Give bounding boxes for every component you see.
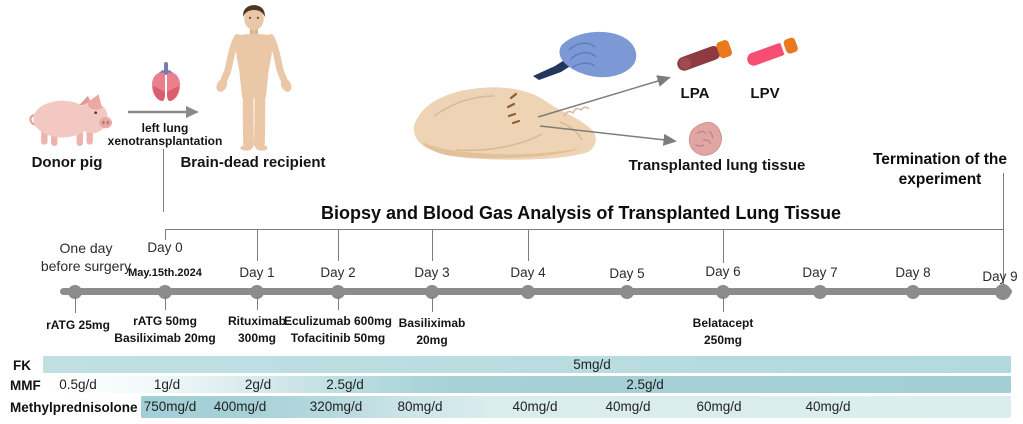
event-day2: Eculizumab 600mg Tofacitinib 50mg — [283, 314, 393, 345]
methylprednisolone-dose-bar — [141, 396, 1011, 418]
timeline-dot-preop — [68, 285, 82, 299]
preop-label-line1: One day — [59, 240, 113, 256]
incision-marks — [506, 92, 521, 125]
day-3-label: Day 3 — [414, 265, 450, 280]
event-stub-preop — [75, 296, 76, 313]
recipient-label: Brain-dead recipient — [180, 154, 326, 171]
pig-eye — [94, 111, 98, 115]
timeline-dot-day6 — [716, 285, 730, 299]
timeline-dot-day5 — [620, 285, 634, 299]
day-4-label: Day 4 — [510, 265, 546, 280]
row-label-fk: FK — [13, 358, 31, 373]
termination-label-line2: experiment — [898, 171, 982, 188]
tissue-label: Transplanted lung tissue — [628, 157, 806, 174]
timeline-dot-day9 — [995, 284, 1011, 300]
transplant-label-line2: xenotransplantation — [107, 134, 223, 148]
mp-dose-8: 40mg/d — [805, 399, 851, 414]
timeline-dot-day8 — [906, 285, 920, 299]
lpa-label: LPA — [680, 85, 710, 102]
mp-dose-2: 400mg/d — [213, 399, 267, 414]
mp-dose-6: 40mg/d — [605, 399, 651, 414]
event-stub-day3 — [432, 296, 433, 312]
day-1-label: Day 1 — [239, 265, 275, 280]
event-stub-day6 — [723, 296, 724, 312]
mp-dose-7: 60mg/d — [696, 399, 742, 414]
timeline-dot-day2 — [331, 285, 345, 299]
termination-line — [1003, 173, 1004, 291]
event-stub-day0 — [165, 296, 166, 310]
mmf-dose-5: 2.5g/d — [626, 377, 664, 392]
lpv-label: LPV — [750, 85, 780, 102]
bracket-tick-day3 — [432, 229, 433, 261]
row-label-methylprednisolone: Methylprednisolone — [10, 400, 138, 415]
event-day0: rATG 50mg Basiliximab 20mg — [114, 314, 216, 345]
arrow-to-tissue — [539, 125, 677, 146]
event-day1: Rituximab 300mg — [227, 314, 287, 345]
bracket-tick-day1 — [257, 229, 258, 261]
timeline-axis — [60, 288, 1012, 295]
hair — [243, 5, 265, 17]
bracket-tick-day6 — [723, 229, 724, 263]
event-day6: Belatacept 250mg — [692, 316, 754, 347]
mp-dose-5: 40mg/d — [512, 399, 558, 414]
event-stub-day2 — [338, 296, 339, 310]
donor-pig-label: Donor pig — [31, 154, 103, 171]
mp-dose-4: 80mg/d — [397, 399, 443, 414]
head — [244, 7, 264, 31]
left-hand — [216, 78, 228, 92]
timeline-dot-day1 — [250, 285, 264, 299]
day-2-label: Day 2 — [320, 265, 356, 280]
mmf-dose-bar — [43, 376, 1011, 393]
right-hand — [280, 78, 292, 92]
fk-dose-bar — [43, 356, 1011, 373]
transplant-arrow-icon — [128, 106, 199, 118]
timeline-dot-day4 — [521, 285, 535, 299]
day-0-date: May.15th.2024 — [128, 267, 202, 279]
termination-label-line1: Termination of the — [872, 151, 1008, 168]
mmf-dose-2: 1g/d — [153, 377, 181, 392]
mmf-dose-3: 2g/d — [244, 377, 272, 392]
event-preop: rATG 25mg — [46, 318, 110, 332]
bracket-tick-day2 — [338, 229, 339, 261]
brain-dead-recipient-illustration — [216, 5, 292, 151]
transplant-to-timeline-line — [163, 149, 164, 212]
day-6-label: Day 6 — [705, 264, 741, 279]
bracket-tick-day0 — [165, 229, 166, 240]
day-7-label: Day 7 — [802, 265, 838, 280]
resting-fingers — [563, 106, 590, 117]
mmf-dose-4: 2.5g/d — [326, 377, 364, 392]
biopsy-bracket — [165, 229, 1003, 230]
preop-label-line2: before surgery — [40, 258, 132, 274]
timeline-dot-day3 — [425, 285, 439, 299]
right-arm — [267, 33, 288, 84]
section-title: Biopsy and Blood Gas Analysis of Transpl… — [320, 203, 842, 223]
transplant-label-line1: left lung — [141, 121, 189, 135]
fk-dose-value: 5mg/d — [573, 357, 611, 372]
bracket-tick-day4 — [528, 229, 529, 261]
row-label-mmf: MMF — [10, 378, 41, 393]
mp-dose-3: 320mg/d — [309, 399, 363, 414]
sample-arrows — [537, 75, 677, 146]
event-day3: Basiliximab 20mg — [398, 316, 466, 347]
timeline-dot-day7 — [813, 285, 827, 299]
mp-dose-1: 750mg/d — [143, 399, 197, 414]
mmf-dose-1: 0.5g/d — [59, 377, 97, 392]
donor-pig-illustration — [29, 94, 112, 146]
day-5-label: Day 5 — [609, 266, 645, 281]
recipient-chest-illustration — [413, 87, 596, 160]
day-0-label: Day 0 — [147, 240, 183, 255]
lpa-tube-icon — [677, 40, 733, 71]
lung-tissue-icon — [688, 121, 722, 156]
lung-icon — [152, 62, 180, 101]
left-arm — [220, 33, 241, 84]
gloved-hand-scalpel-illustration — [533, 31, 637, 80]
arrow-to-blood-tubes — [537, 75, 671, 118]
day-8-label: Day 8 — [895, 265, 931, 280]
day-9-label: Day 9 — [982, 269, 1018, 284]
lpv-tube-icon — [747, 37, 798, 66]
timeline-dot-day0 — [158, 285, 172, 299]
event-stub-day1 — [257, 296, 258, 310]
